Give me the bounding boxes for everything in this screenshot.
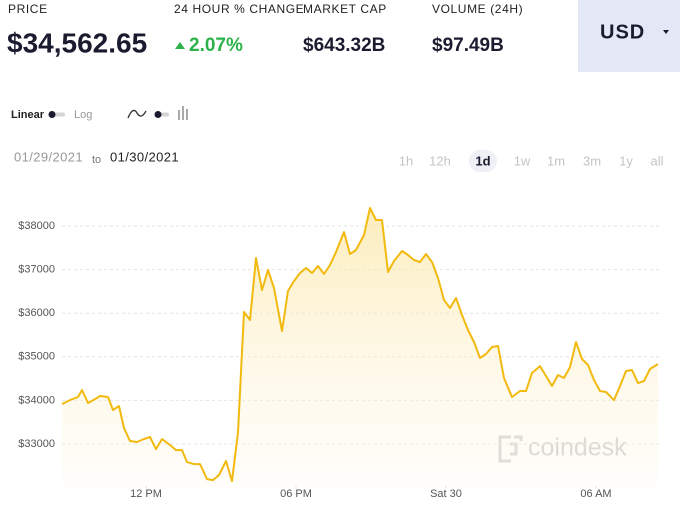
range-selected-bg[interactable]: [469, 150, 497, 172]
currency[interactable]: USD: [600, 21, 645, 43]
scale-log[interactable]: Log: [74, 109, 92, 121]
price-label: PRICE: [8, 2, 48, 16]
y-tick-label: $36000: [18, 307, 55, 319]
date-to[interactable]: 01/30/2021: [110, 149, 179, 164]
range-button[interactable]: 1w: [514, 153, 531, 168]
range-button[interactable]: 3m: [583, 153, 601, 168]
price-area: [62, 208, 658, 488]
x-tick-label: Sat 30: [430, 488, 462, 500]
change-label: 24 HOUR % CHANGE: [174, 2, 304, 16]
range-button[interactable]: 12h: [429, 153, 451, 168]
market-cap: $643.32B: [303, 35, 385, 56]
volume-label: VOLUME (24H): [432, 2, 523, 16]
up-arrow: [175, 42, 185, 49]
scale-linear[interactable]: Linear: [11, 109, 45, 121]
x-tick-label: 06 AM: [580, 488, 611, 500]
currency-button[interactable]: [578, 0, 680, 72]
x-tick-label: 12 PM: [130, 488, 162, 500]
y-tick-label: $38000: [18, 220, 55, 232]
y-tick-label: $34000: [18, 394, 55, 406]
date-separator: to: [92, 154, 101, 166]
date-from[interactable]: 01/29/2021: [14, 149, 83, 164]
range-button[interactable]: all: [650, 153, 663, 168]
y-tick-label: $33000: [18, 438, 55, 450]
price-line: [61, 207, 659, 483]
market-cap-label: MARKET CAP: [303, 2, 387, 16]
bar-chart-icon[interactable]: [178, 106, 188, 120]
range-button[interactable]: 1d: [475, 153, 490, 168]
y-tick-label: $35000: [18, 351, 55, 363]
scale-toggle-knob[interactable]: [48, 111, 56, 118]
caret: [663, 30, 669, 34]
x-tick-label: 06 PM: [280, 488, 312, 500]
change: 2.07%: [189, 35, 243, 56]
chart-toggle-knob[interactable]: [154, 111, 162, 118]
y-tick-label: $37000: [18, 264, 55, 276]
volume: $97.49B: [432, 35, 504, 56]
range-button[interactable]: 1m: [547, 153, 565, 168]
range-button[interactable]: 1h: [399, 153, 413, 168]
line-chart-icon[interactable]: [127, 109, 147, 119]
price: $34,562.65: [7, 27, 147, 58]
range-button[interactable]: 1y: [619, 153, 633, 168]
